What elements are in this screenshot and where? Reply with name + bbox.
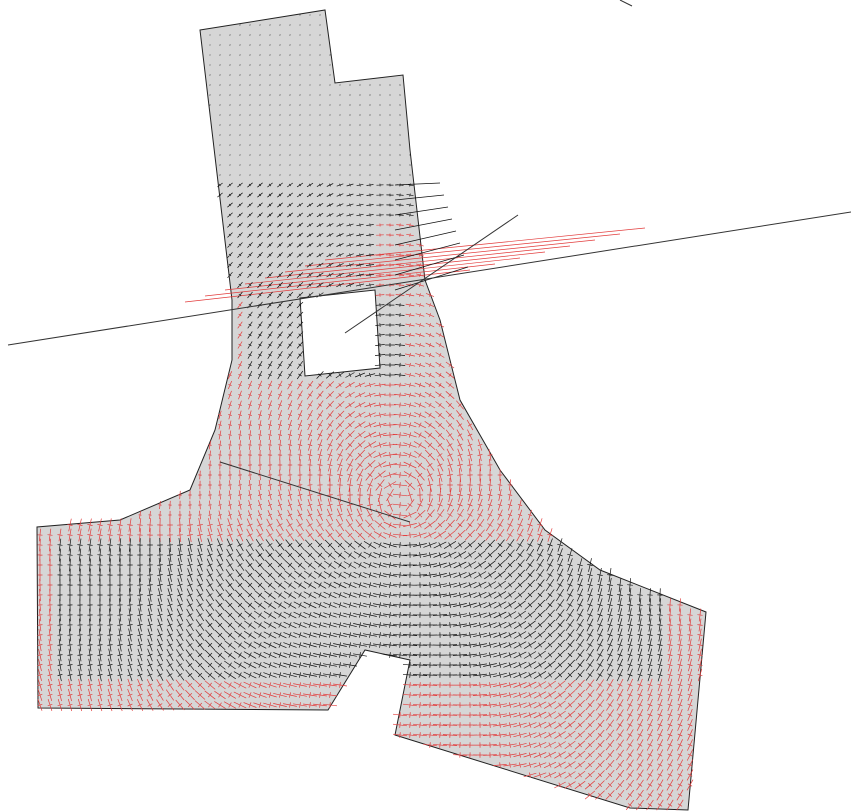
- black-vectors: [57, 14, 663, 682]
- vector-glyphs: [37, 14, 703, 811]
- red-vectors: [37, 223, 703, 811]
- corner-mark: [619, 0, 633, 7]
- axis-line: [219, 461, 411, 523]
- cut-line: [7, 211, 851, 346]
- axis-line: [344, 214, 519, 334]
